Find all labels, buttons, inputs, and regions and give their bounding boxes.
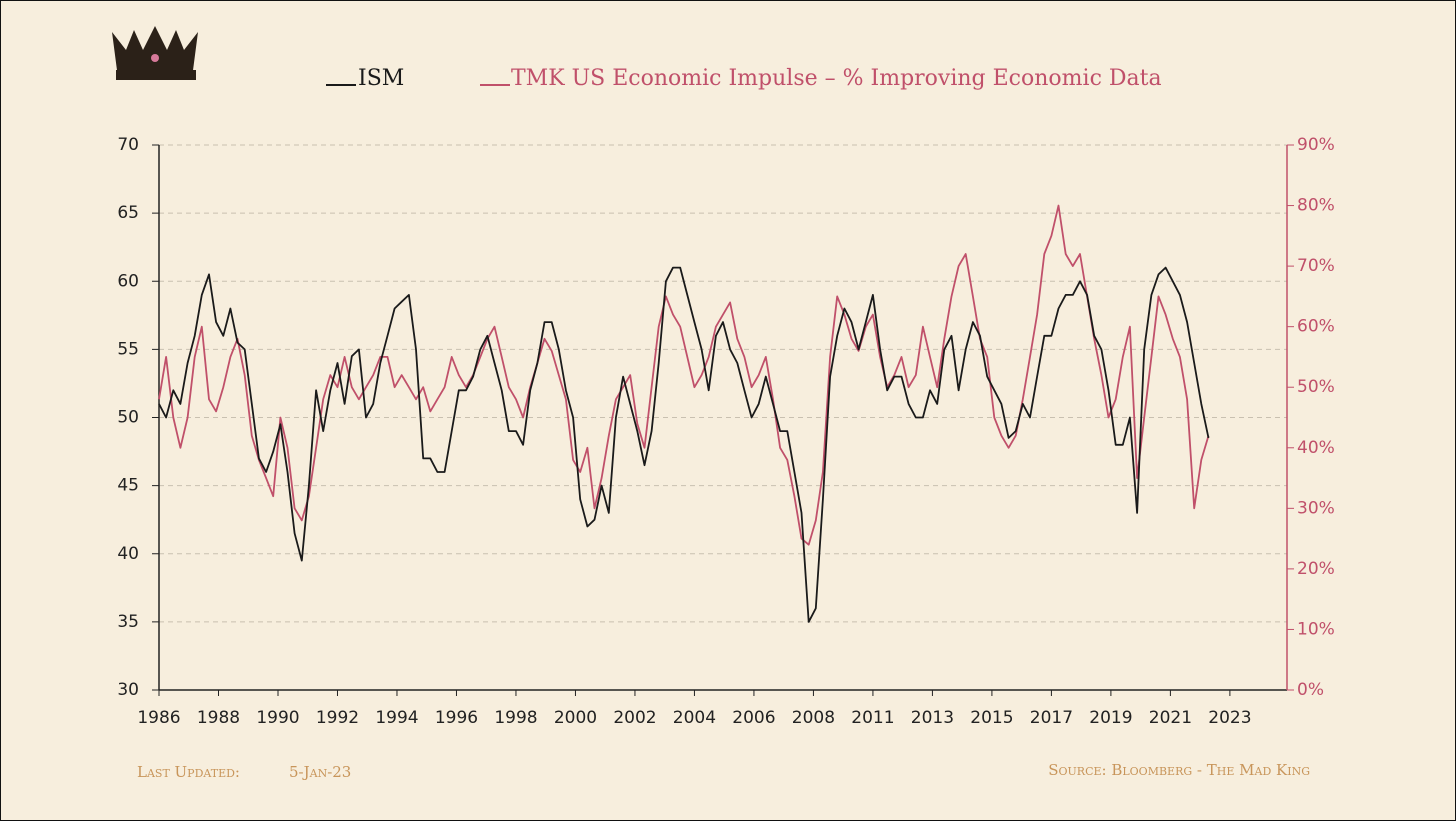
x-tick-label: 2013 bbox=[911, 708, 954, 728]
x-tick-label: 1990 bbox=[256, 708, 299, 728]
y-tick-label: 60 bbox=[117, 271, 139, 291]
x-tick-label: 1988 bbox=[197, 708, 240, 728]
y-tick-label: 35 bbox=[117, 612, 139, 632]
y-tick-label: 55 bbox=[117, 339, 139, 359]
series-line bbox=[158, 266, 1210, 623]
y-tick-label: 50 bbox=[117, 408, 139, 428]
y2-tick-label: 70% bbox=[1297, 256, 1335, 276]
y2-tick-label: 90% bbox=[1297, 135, 1335, 155]
legend-label: TMK US Economic Impulse – % Improving Ec… bbox=[511, 66, 1162, 91]
y-tick-label: 45 bbox=[117, 476, 139, 496]
x-tick-label: 2019 bbox=[1089, 708, 1132, 728]
x-tick-label: 2015 bbox=[970, 708, 1013, 728]
x-tick-label: 1992 bbox=[316, 708, 359, 728]
y2-tick-label: 30% bbox=[1297, 498, 1335, 518]
x-tick-label: 2011 bbox=[851, 708, 894, 728]
y2-tick-label: 60% bbox=[1297, 317, 1335, 337]
y2-tick-label: 20% bbox=[1297, 559, 1335, 579]
x-tick-label: 2008 bbox=[792, 708, 835, 728]
x-tick-label: 1986 bbox=[137, 708, 180, 728]
y-tick-label: 70 bbox=[117, 135, 139, 155]
x-tick-label: 2021 bbox=[1149, 708, 1192, 728]
footer-date: 5-Jan-23 bbox=[289, 763, 351, 781]
x-tick-label: 2017 bbox=[1030, 708, 1073, 728]
x-tick-label: 1996 bbox=[435, 708, 478, 728]
crown-logo bbox=[112, 26, 198, 80]
y-tick-label: 65 bbox=[117, 203, 139, 223]
y2-tick-label: 80% bbox=[1297, 196, 1335, 216]
x-tick-label: 1998 bbox=[494, 708, 537, 728]
y-tick-label: 40 bbox=[117, 544, 139, 564]
y2-tick-label: 10% bbox=[1297, 619, 1335, 639]
y2-tick-label: 50% bbox=[1297, 377, 1335, 397]
footer-source: Source: Bloomberg - The Mad King bbox=[1048, 761, 1310, 779]
x-tick-label: 1994 bbox=[375, 708, 418, 728]
x-tick-label: 2004 bbox=[673, 708, 716, 728]
x-tick-label: 2006 bbox=[732, 708, 775, 728]
y2-tick-label: 40% bbox=[1297, 438, 1335, 458]
y-tick-label: 30 bbox=[117, 680, 139, 700]
x-tick-label: 2023 bbox=[1208, 708, 1251, 728]
y2-tick-label: 0% bbox=[1297, 680, 1324, 700]
series-line bbox=[158, 204, 1210, 546]
footer-label: Last Updated: bbox=[137, 763, 240, 781]
legend-label: ISM bbox=[358, 66, 404, 91]
x-tick-label: 2000 bbox=[554, 708, 597, 728]
x-tick-label: 2002 bbox=[613, 708, 656, 728]
